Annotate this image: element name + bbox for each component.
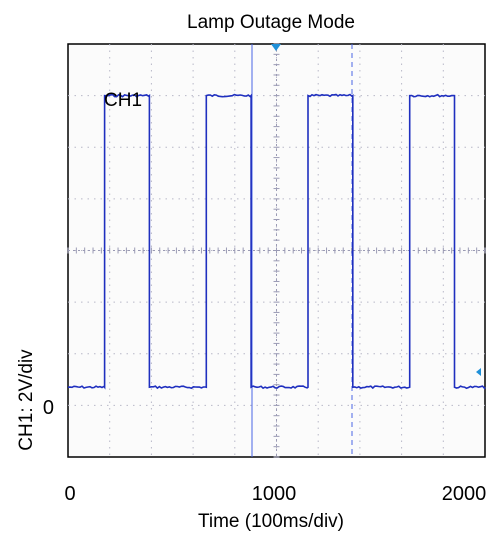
chart-title: Lamp Outage Mode [187,12,355,33]
channel-annotation: CH1 [104,90,142,111]
series-line-ch1 [67,93,486,390]
waveform [67,93,486,390]
y-axis-label: CH1: 2V/div [16,349,37,451]
y-tick-zero: 0 [43,397,54,419]
x-tick-2000: 2000 [442,483,487,505]
cursor-lines [251,44,353,457]
x-tick-1000: 1000 [252,483,297,505]
grid [67,43,486,458]
x-axis-label: Time (100ms/div) [198,511,344,532]
offset-marker [476,368,481,376]
x-tick-0: 0 [64,483,75,505]
trigger-marker [271,44,281,51]
